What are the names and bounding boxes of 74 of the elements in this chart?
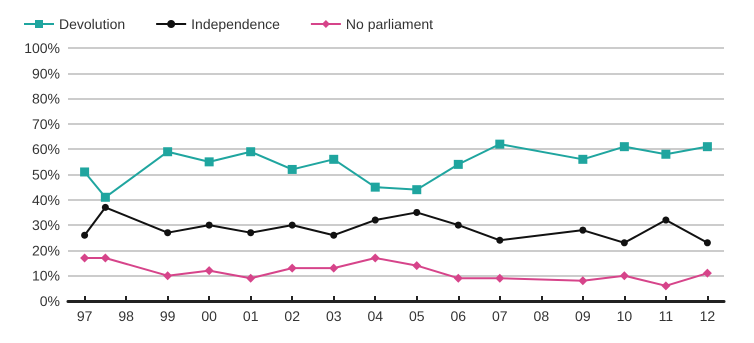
point bbox=[100, 253, 110, 262]
point bbox=[288, 164, 297, 174]
x-tick-label: 02 bbox=[284, 308, 300, 324]
x-tick-label: 97 bbox=[76, 308, 93, 324]
x-tick-label: 01 bbox=[242, 308, 259, 324]
point bbox=[702, 268, 712, 278]
x-tick-label: 11 bbox=[658, 308, 674, 324]
point bbox=[370, 182, 380, 192]
y-tick-label: 40% bbox=[32, 192, 60, 208]
point bbox=[206, 222, 213, 229]
point bbox=[412, 261, 422, 270]
point bbox=[620, 271, 629, 280]
point bbox=[578, 276, 588, 286]
point bbox=[288, 264, 297, 273]
point bbox=[702, 142, 712, 152]
point bbox=[329, 264, 338, 273]
point bbox=[204, 266, 214, 276]
y-tick-label: 100% bbox=[24, 40, 60, 56]
point bbox=[454, 160, 463, 169]
point bbox=[495, 140, 504, 149]
x-tick-label: 12 bbox=[700, 308, 716, 324]
y-tick-label: 50% bbox=[32, 166, 60, 182]
point bbox=[372, 216, 379, 224]
point bbox=[661, 150, 670, 159]
point bbox=[496, 236, 504, 244]
point bbox=[579, 226, 586, 234]
y-tick-label: 20% bbox=[32, 242, 60, 258]
point bbox=[578, 154, 588, 164]
legend-label: Devolution bbox=[59, 16, 126, 32]
x-tick-label: 10 bbox=[616, 308, 632, 324]
point bbox=[412, 185, 422, 194]
point bbox=[247, 229, 254, 236]
x-tick-label: 07 bbox=[492, 308, 508, 324]
point bbox=[163, 147, 172, 156]
point bbox=[370, 253, 380, 262]
point bbox=[80, 167, 90, 176]
x-tick-label: 09 bbox=[575, 308, 591, 324]
point bbox=[288, 222, 296, 229]
point bbox=[620, 142, 629, 152]
x-tick-label: 98 bbox=[118, 308, 134, 324]
point bbox=[661, 281, 670, 290]
x-tick-label: 06 bbox=[450, 308, 466, 324]
y-tick-label: 60% bbox=[32, 141, 60, 158]
point bbox=[662, 216, 670, 224]
point bbox=[330, 232, 338, 239]
point bbox=[413, 208, 420, 216]
point bbox=[704, 239, 711, 246]
x-tick-label: 99 bbox=[160, 308, 176, 324]
y-tick-label: 70% bbox=[32, 116, 60, 132]
point bbox=[454, 274, 463, 283]
point bbox=[204, 157, 214, 166]
x-tick-label: 03 bbox=[326, 308, 342, 324]
point bbox=[329, 154, 338, 164]
x-tick-label: 05 bbox=[408, 308, 425, 324]
point bbox=[246, 274, 256, 283]
point bbox=[495, 274, 504, 283]
legend-label: Independence bbox=[191, 16, 280, 32]
x-tick-label: 08 bbox=[534, 308, 550, 324]
y-tick-label: 90% bbox=[32, 65, 60, 82]
legend-label: No parliament bbox=[346, 16, 434, 32]
point bbox=[102, 204, 109, 211]
point bbox=[164, 229, 172, 236]
y-tick-label: 10% bbox=[32, 268, 60, 284]
point bbox=[163, 271, 172, 280]
y-tick-label: 30% bbox=[32, 217, 60, 234]
x-tick-label: 00 bbox=[201, 308, 218, 324]
x-tick-label: 04 bbox=[367, 308, 384, 324]
y-tick-label: 0% bbox=[40, 293, 60, 309]
point bbox=[100, 192, 110, 202]
point bbox=[620, 239, 628, 246]
y-tick-label: 80% bbox=[32, 90, 60, 107]
point bbox=[246, 147, 256, 156]
point bbox=[454, 222, 462, 229]
point bbox=[81, 232, 88, 239]
